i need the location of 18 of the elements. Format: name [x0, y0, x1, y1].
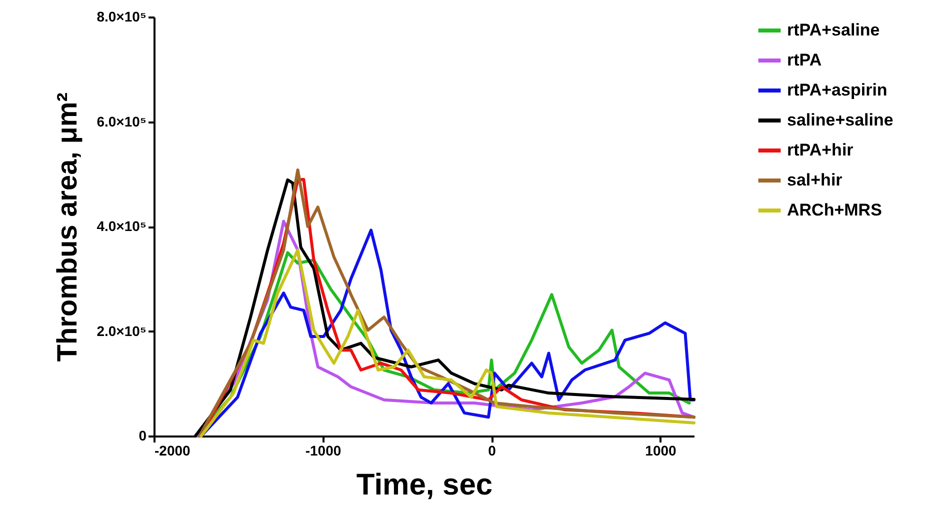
x-tick-label: 1000: [645, 442, 677, 458]
x-tick-label: 0: [488, 442, 496, 458]
y-tick-label: 2.0×10⁵: [96, 322, 146, 339]
legend-label: sal+hir: [787, 170, 843, 190]
y-tick-label: 4.0×10⁵: [96, 218, 146, 234]
legend-label: rtPA: [787, 50, 822, 70]
x-tick-label: -2000: [154, 442, 191, 458]
x-tick-label: -1000: [305, 442, 342, 458]
legend-label: rtPA+hir: [787, 140, 854, 160]
legend-label: rtPA+saline: [787, 20, 880, 40]
y-tick-label: 6.0×10⁵: [96, 113, 146, 130]
y-axis-title: Thrombus area, μm²: [52, 92, 83, 362]
y-tick-label: 8.0×10⁵: [96, 8, 146, 24]
x-axis-title: Time, sec: [356, 468, 493, 502]
legend-label: ARCh+MRS: [787, 200, 882, 220]
y-tick-label: 0: [138, 428, 147, 444]
legend-label: rtPA+aspirin: [787, 80, 888, 100]
legend-label: saline+saline: [787, 110, 894, 130]
